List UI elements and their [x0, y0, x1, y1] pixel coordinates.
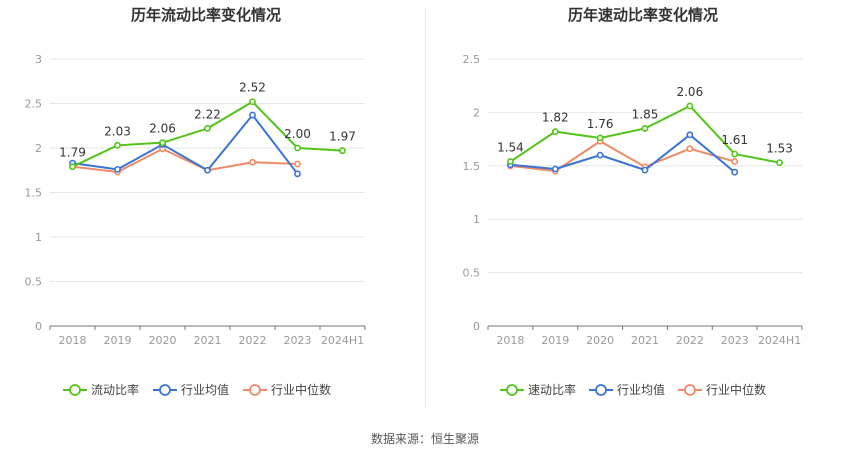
x-tick-label: 2018	[496, 334, 524, 347]
x-tick-label: 2022	[239, 334, 267, 347]
y-tick-label: 1.5	[25, 187, 43, 200]
data-point	[249, 111, 256, 119]
chart-title: 历年流动比率变化情况	[131, 6, 281, 24]
data-point	[686, 131, 694, 139]
y-tick-label: 0	[473, 320, 480, 333]
data-label: 2.06	[149, 122, 176, 136]
y-tick-label: 2.5	[25, 98, 43, 111]
legend-marker	[249, 384, 261, 396]
data-point	[339, 147, 346, 155]
y-tick-label: 1	[35, 231, 42, 244]
chart-current-ratio: 历年流动比率变化情况 0 0.5 1 1.5 2 2.5 3 2018 2019 2020 2021 2…	[25, 6, 366, 397]
data-point	[776, 159, 783, 166]
x-tick-label: 2019	[104, 334, 132, 347]
data-label: 2.00	[284, 127, 311, 141]
y-tick-label: 0.5	[25, 276, 43, 289]
data-label: 1.97	[329, 130, 356, 144]
x-tick-label: 2020	[149, 334, 177, 347]
data-point	[507, 158, 514, 165]
legend-label: 速动比率	[528, 382, 576, 397]
y-tick-label: 2	[473, 106, 480, 119]
chart-title: 历年速动比率变化情况	[568, 6, 718, 24]
data-point	[204, 125, 211, 132]
x-tick-label: 2019	[541, 334, 569, 347]
data-label: 1.54	[497, 141, 524, 155]
data-point	[641, 125, 649, 132]
data-point	[159, 139, 166, 147]
y-tick-label: 3	[35, 53, 42, 66]
data-point	[596, 151, 604, 159]
data-point	[641, 166, 649, 174]
data-point	[731, 150, 739, 158]
chart-panel-current-ratio: 历年流动比率变化情况 0 0.5 1 1.5 2 2.5 3 2018 2019 2020 2021 2…	[0, 0, 425, 410]
data-point	[551, 165, 559, 173]
data-point	[686, 102, 694, 110]
legend-marker	[69, 384, 81, 396]
legend-label: 行业均值	[181, 382, 229, 397]
data-point	[69, 163, 76, 171]
source-note: 数据来源：恒生聚源	[370, 432, 479, 446]
data-point	[294, 144, 301, 152]
data-point	[294, 160, 301, 168]
series-line-industry-median	[510, 140, 735, 173]
data-label: 2.22	[194, 107, 221, 121]
series-line-industry-mean	[72, 114, 299, 175]
x-tick-label: 2020	[586, 334, 614, 347]
data-point	[249, 158, 256, 166]
data-label: 2.06	[676, 85, 703, 99]
y-tick-label: 2.5	[463, 53, 481, 66]
data-point	[294, 170, 301, 178]
y-tick-label: 0	[35, 320, 42, 333]
legend-marker	[684, 384, 696, 396]
y-tick-label: 1.5	[463, 160, 481, 173]
legend-label: 流动比率	[91, 382, 139, 397]
y-tick-label: 1	[473, 213, 480, 226]
data-label: 1.53	[766, 142, 793, 156]
data-label: 1.76	[587, 117, 614, 131]
legend-marker	[506, 384, 518, 396]
x-tick-label: 2022	[676, 334, 704, 347]
x-tick-label: 2023	[721, 334, 749, 347]
x-tick-label: 2018	[59, 334, 87, 347]
chart-panel-quick-ratio: 历年速动比率变化情况 0 0.5 1 1.5 2 2.5 2018 2019 2020 2021 20…	[425, 0, 850, 410]
x-tick-label: 2024H1	[758, 334, 801, 347]
y-tick-label: 0.5	[463, 267, 481, 280]
data-label: 1.79	[59, 146, 86, 160]
data-point	[731, 158, 739, 165]
data-label: 1.82	[542, 111, 569, 125]
data-label: 1.61	[721, 133, 748, 147]
data-point	[686, 145, 694, 153]
chart-quick-ratio: 历年速动比率变化情况 0 0.5 1 1.5 2 2.5 2018 2019 2020 2021 20…	[463, 6, 803, 397]
data-point	[596, 134, 604, 142]
data-point	[249, 98, 256, 106]
data-point	[551, 128, 559, 136]
y-tick-label: 2	[35, 142, 42, 155]
data-label: 2.52	[239, 81, 266, 95]
legend-label: 行业均值	[617, 382, 665, 397]
series-line-industry-median	[72, 147, 298, 174]
legend-marker	[595, 384, 607, 396]
legend-marker	[159, 384, 171, 396]
x-tick-label: 2021	[631, 334, 659, 347]
x-tick-label: 2024H1	[321, 334, 364, 347]
legend-label: 行业中位数	[706, 382, 766, 397]
panel-divider	[425, 8, 426, 408]
data-point	[114, 165, 121, 173]
data-label: 2.03	[104, 124, 131, 138]
data-point	[731, 168, 739, 176]
x-tick-label: 2021	[194, 334, 222, 347]
data-point	[204, 166, 211, 174]
data-label: 1.85	[632, 107, 659, 121]
legend-label: 行业中位数	[271, 382, 331, 397]
series-line-industry-mean	[510, 133, 736, 173]
data-point	[114, 141, 121, 149]
x-tick-label: 2023	[284, 334, 312, 347]
